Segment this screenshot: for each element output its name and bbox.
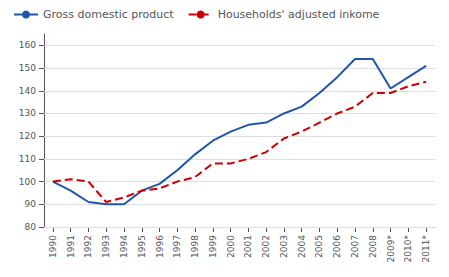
svg-text:120: 120 [19,131,36,141]
svg-text:1995: 1995 [137,235,147,258]
svg-text:Gross domestic product: Gross domestic product [43,8,174,21]
svg-text:1991: 1991 [66,235,76,258]
svg-text:2001: 2001 [243,235,253,258]
svg-text:1992: 1992 [83,235,93,258]
svg-text:160: 160 [19,40,36,50]
svg-text:1996: 1996 [155,235,165,258]
svg-text:130: 130 [19,108,36,118]
svg-text:2011*: 2011* [421,235,431,263]
svg-text:2006: 2006 [332,235,342,258]
svg-text:2002: 2002 [261,235,271,258]
svg-text:2009*: 2009* [386,235,396,263]
svg-text:1993: 1993 [101,235,111,258]
svg-text:1990: 1990 [48,235,58,258]
svg-text:90: 90 [25,199,37,209]
svg-text:2000: 2000 [226,235,236,258]
svg-text:2005: 2005 [314,235,324,258]
svg-text:Households' adjusted inkome: Households' adjusted inkome [218,8,380,21]
svg-text:2010*: 2010* [403,235,413,263]
svg-text:110: 110 [19,154,36,164]
svg-text:140: 140 [19,86,36,96]
svg-text:80: 80 [25,222,37,232]
svg-text:100: 100 [19,177,36,187]
svg-text:1997: 1997 [172,235,182,258]
svg-text:1998: 1998 [190,235,200,258]
svg-text:150: 150 [19,63,36,73]
svg-text:2004: 2004 [297,235,307,258]
svg-text:1994: 1994 [119,235,129,258]
svg-text:2008: 2008 [368,235,378,258]
svg-text:2003: 2003 [279,235,289,258]
svg-text:1999: 1999 [208,235,218,258]
svg-text:2007: 2007 [350,235,360,258]
